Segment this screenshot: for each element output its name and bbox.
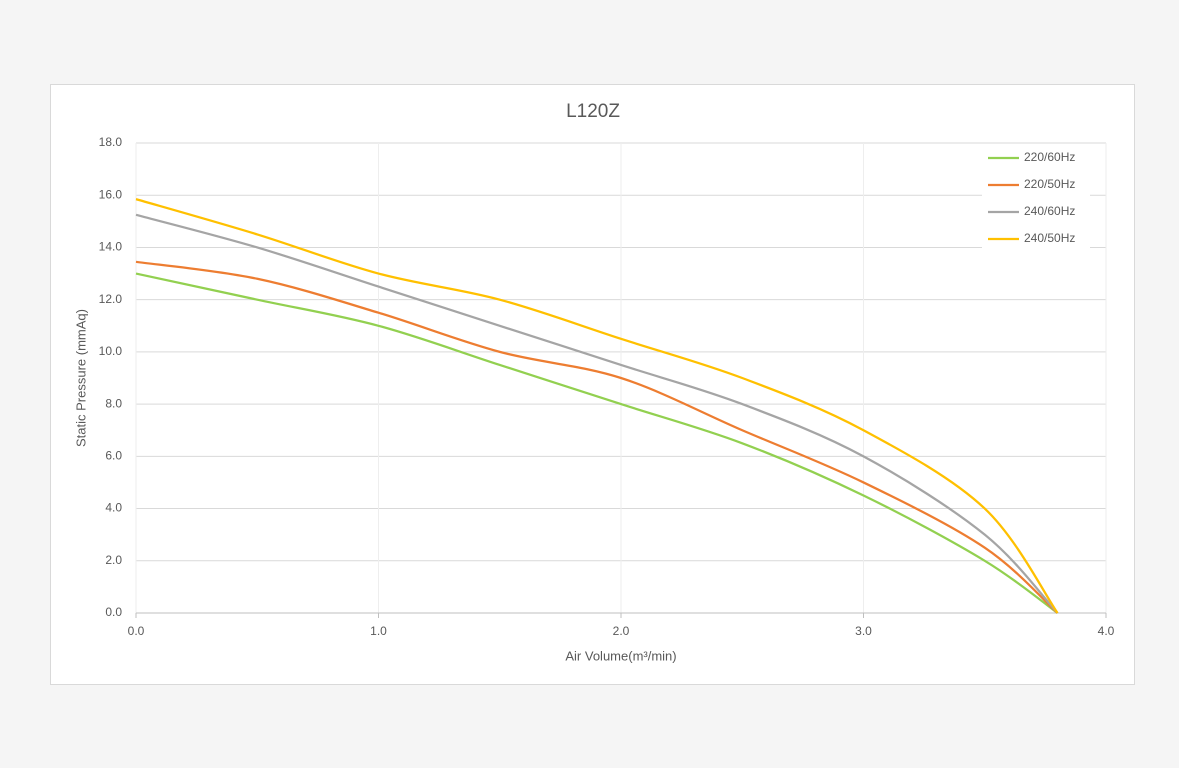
series-line [135, 213, 1059, 614]
series-line [135, 260, 1059, 614]
y-tick-label: 12.0 [99, 292, 123, 306]
legend-label: 220/60Hz [1024, 150, 1075, 164]
y-axis-label: Static Pressure (mmAq) [73, 309, 88, 447]
y-tick-label: 8.0 [105, 396, 122, 410]
x-tick-label: 0.0 [128, 624, 145, 638]
y-tick-label: 10.0 [99, 344, 123, 358]
y-tick-label: 14.0 [99, 240, 123, 254]
y-tick-label: 4.0 [105, 501, 122, 515]
legend-label: 220/50Hz [1024, 177, 1075, 191]
y-tick-label: 2.0 [105, 553, 122, 567]
x-tick-label: 4.0 [1098, 624, 1115, 638]
x-axis-label: Air Volume(m³/min) [565, 648, 676, 663]
legend-label: 240/50Hz [1024, 231, 1075, 245]
x-tick-label: 3.0 [855, 624, 872, 638]
y-tick-label: 18.0 [99, 135, 123, 149]
x-tick-label: 1.0 [370, 624, 387, 638]
y-tick-label: 6.0 [105, 449, 122, 463]
chart-title: L120Z [566, 101, 620, 122]
series-line [135, 272, 1059, 614]
y-tick-label: 16.0 [99, 187, 123, 201]
x-tick-label: 2.0 [613, 624, 630, 638]
chart-frame [50, 84, 1135, 685]
series-line [135, 198, 1059, 614]
y-tick-label: 0.0 [105, 605, 122, 619]
legend-label: 240/60Hz [1024, 204, 1075, 218]
legend-box [982, 145, 1090, 253]
